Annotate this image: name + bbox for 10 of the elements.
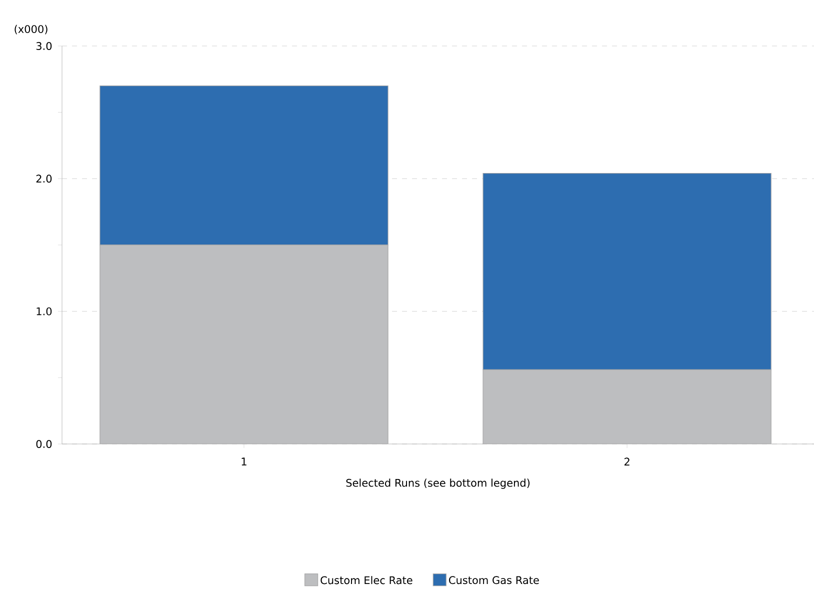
legend-label: Custom Gas Rate (449, 576, 539, 584)
y-tick-label: 0.0 (36, 440, 52, 448)
y-tick-label: 3.0 (36, 42, 52, 50)
y-axis-title: (x000) (14, 24, 48, 34)
y-tick-label: 1.0 (36, 307, 52, 316)
x-tick-label: 2 (624, 458, 630, 466)
legend-label: Custom Elec Rate (320, 576, 412, 584)
x-tick-label: 1 (242, 458, 246, 466)
y-tick-label: 2.0 (36, 174, 52, 183)
x-axis-title: Selected Runs (see bottom legend) (346, 478, 530, 489)
